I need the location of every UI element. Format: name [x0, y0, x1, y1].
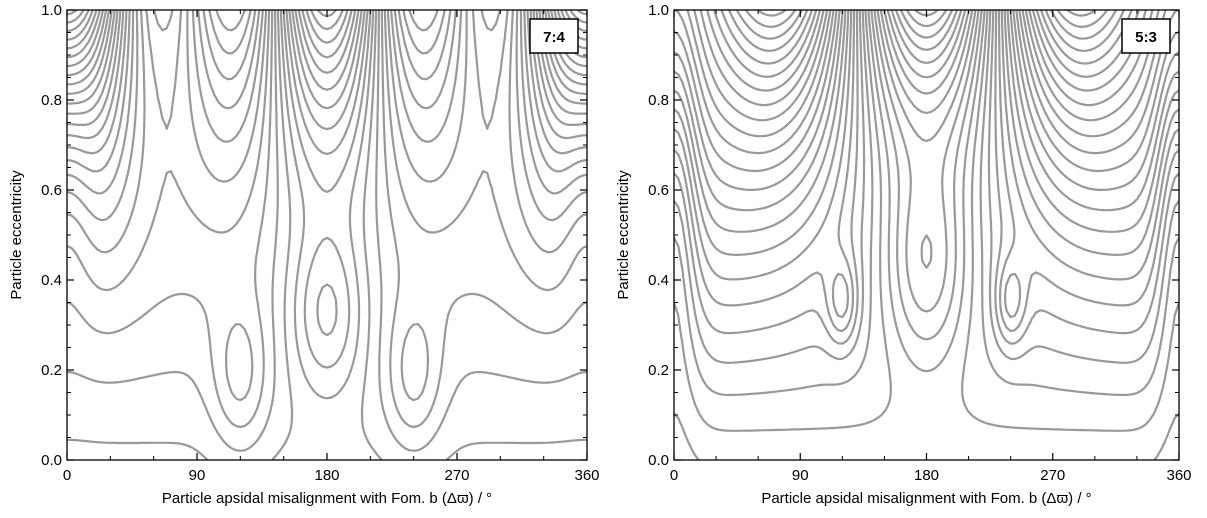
resonance-label-box [529, 18, 579, 54]
contour-line-4 [720, 10, 1133, 65]
resonance-label: 7:4 [529, 18, 579, 54]
panel-5-3: 0 90 180 270 360 0.0 0.2 0.4 0.6 0.8 1.0 Particle a… [615, 2, 1192, 507]
contour-line-20 [67, 10, 587, 429]
y-tick-label: 1.0 [41, 2, 62, 19]
contour-line-24 [282, 10, 372, 369]
contour-line-13 [674, 10, 1179, 212]
contour-line-16 [674, 10, 1179, 319]
contour-line-23 [279, 10, 375, 400]
contour-line-30 [301, 10, 353, 59]
y-axis-label: Particle eccentricity [615, 170, 632, 300]
y-tick-label: 0.4 [648, 272, 669, 289]
contour-line-26 [879, 10, 974, 114]
contour-line-23 [870, 10, 983, 341]
x-tick-label: 270 [444, 467, 469, 484]
contour-line-25 [285, 10, 369, 337]
contour-line-29 [297, 10, 357, 74]
contour-line-21 [674, 10, 1179, 432]
x-tick-label: 270 [1040, 467, 1065, 484]
contour-line-33 [914, 10, 939, 17]
contour-line-24 [873, 10, 980, 313]
contour-lines [67, 10, 587, 460]
x-tick-label: 90 [189, 467, 206, 484]
contour-line-14 [67, 10, 587, 155]
contour-line-27 [883, 10, 970, 95]
contour-line-10 [674, 10, 1179, 155]
y-tick-label: 0.4 [41, 272, 62, 289]
contour-line-27 [291, 10, 363, 110]
contour-line-25 [876, 10, 977, 269]
contour-line-20 [674, 10, 1179, 397]
y-tick-label: 0.6 [41, 182, 62, 199]
contour-line-26 [288, 10, 366, 131]
contour-line-22 [67, 10, 587, 460]
y-tick-label: 0.8 [648, 92, 669, 109]
y-tick-label: 0.2 [41, 362, 62, 379]
panel-7-4: 0 90 180 270 360 0.0 0.2 0.4 0.6 0.8 1.0 Particle a… [8, 2, 600, 507]
contour-line-22 [674, 10, 1179, 460]
resonance-label: 5:3 [1121, 18, 1171, 54]
contour-line-16 [67, 10, 587, 195]
contour-line-17 [67, 10, 587, 222]
resonance-label-box [1121, 18, 1171, 54]
contour-line-32 [310, 10, 344, 31]
y-tick-label: 0.2 [648, 362, 669, 379]
contour-line-11 [67, 10, 587, 115]
contour-line-12 [674, 10, 1179, 191]
x-tick-label: 0 [63, 467, 71, 484]
contour-line-19 [67, 10, 587, 402]
contour-line-15 [67, 10, 587, 173]
contour-line-31 [899, 10, 954, 39]
contour-line-29 [890, 10, 963, 64]
contour-line-18 [67, 10, 587, 254]
contour-line-9 [686, 10, 1167, 138]
x-axis-label: Particle apsidal misalignment with Fom. … [162, 490, 492, 507]
x-tick-label: 0 [670, 467, 678, 484]
y-tick-label: 0.6 [648, 182, 669, 199]
x-tick-label: 180 [914, 467, 939, 484]
y-axis-label: Particle eccentricity [8, 170, 25, 300]
y-tick-label: 0.8 [41, 92, 62, 109]
contour-line-17 [674, 10, 1179, 333]
contour-line-32 [905, 10, 948, 28]
x-tick-label: 360 [1166, 467, 1191, 484]
x-tick-label: 90 [792, 467, 809, 484]
contour-line-21 [67, 10, 587, 452]
x-tick-label: 180 [314, 467, 339, 484]
contour-line-18 [674, 10, 1179, 345]
contour-line-31 [305, 10, 349, 44]
contour-line-28 [294, 10, 360, 91]
contour-line-1 [744, 10, 1109, 28]
y-tick-label: 0.0 [648, 452, 669, 469]
y-tick-label: 1.0 [648, 2, 669, 19]
contour-line-11 [674, 10, 1179, 173]
contour-line-15 [674, 10, 1179, 256]
x-axis-label: Particle apsidal misalignment with Fom. … [761, 490, 1091, 507]
contour-line-3 [728, 10, 1125, 52]
contour-line-1 [67, 10, 587, 24]
contour-line-6 [706, 10, 1147, 92]
contour-line-28 [886, 10, 967, 79]
y-tick-label: 0.0 [41, 452, 62, 469]
contour-line-30 [895, 10, 958, 51]
contour-line-5 [713, 10, 1140, 78]
x-tick-label: 360 [574, 467, 599, 484]
contour-line-2 [735, 10, 1118, 40]
contour-line-8 [693, 10, 1160, 122]
contour-line-14 [674, 10, 1179, 233]
contour-line-19 [674, 10, 1179, 364]
resonance-label-text: 5:3 [1135, 29, 1157, 46]
resonance-label-text: 7:4 [543, 29, 565, 46]
contour-lines [674, 10, 1179, 460]
